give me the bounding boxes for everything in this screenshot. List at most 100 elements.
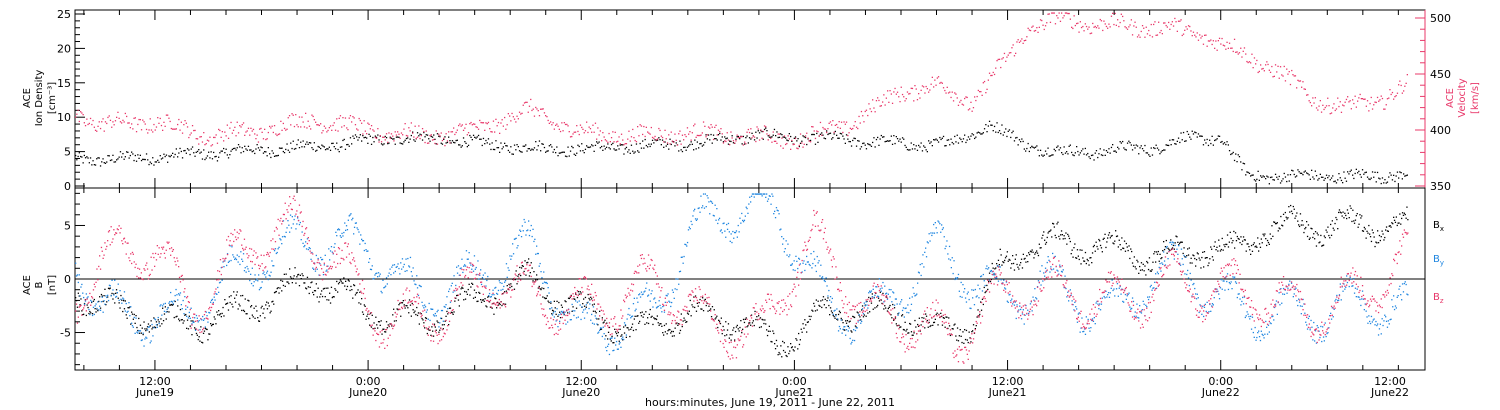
data-point <box>200 136 202 138</box>
data-point <box>1396 92 1399 94</box>
data-point <box>1068 12 1070 15</box>
data-point <box>229 127 231 129</box>
data-point <box>425 134 427 136</box>
data-point <box>430 135 432 138</box>
data-point <box>1182 33 1185 35</box>
data-point <box>1287 217 1289 219</box>
data-point <box>1037 149 1039 151</box>
data-point <box>1214 47 1216 49</box>
data-point <box>1006 300 1008 302</box>
data-point <box>1147 268 1150 271</box>
data-point <box>1072 154 1074 156</box>
data-point <box>266 138 268 140</box>
data-point <box>754 193 756 195</box>
data-point <box>287 281 289 283</box>
data-point <box>647 295 649 297</box>
data-point <box>383 143 385 145</box>
data-point <box>1270 238 1272 240</box>
data-point <box>454 142 456 144</box>
data-point <box>1109 237 1111 239</box>
data-point <box>83 296 85 299</box>
data-point <box>951 141 953 144</box>
data-point <box>146 337 148 339</box>
data-point <box>1314 231 1317 233</box>
data-point <box>991 262 993 265</box>
data-point <box>601 145 603 148</box>
data-point <box>492 148 495 151</box>
data-point <box>717 222 719 225</box>
data-point <box>223 140 225 142</box>
data-point <box>1195 36 1197 38</box>
data-point <box>990 269 992 272</box>
data-point <box>256 278 258 280</box>
data-point <box>725 140 727 143</box>
data-point <box>865 148 868 150</box>
data-point <box>798 144 800 147</box>
data-point <box>104 121 107 123</box>
data-point <box>520 113 522 115</box>
data-point <box>866 300 868 303</box>
data-point <box>1337 228 1339 230</box>
data-point <box>362 240 365 242</box>
data-point <box>1197 133 1200 135</box>
data-point <box>1327 177 1329 179</box>
data-point <box>1151 154 1154 156</box>
data-point <box>873 137 875 139</box>
data-point <box>752 135 754 137</box>
data-point <box>1144 36 1146 38</box>
data-point <box>1354 172 1356 175</box>
data-point <box>933 86 935 88</box>
data-point <box>531 148 533 150</box>
data-point <box>1221 37 1223 40</box>
data-point <box>1293 173 1295 176</box>
data-point <box>569 136 572 138</box>
data-point <box>352 217 354 219</box>
data-point <box>486 142 488 144</box>
data-point <box>684 134 686 136</box>
data-point <box>407 307 409 309</box>
data-point <box>436 133 439 135</box>
data-point <box>753 196 755 198</box>
data-point <box>1273 221 1275 223</box>
data-point <box>981 290 984 292</box>
data-point <box>618 136 620 138</box>
data-point <box>542 296 544 298</box>
data-point <box>192 320 194 322</box>
data-point <box>702 193 705 195</box>
data-point <box>840 317 842 320</box>
data-point <box>456 294 458 297</box>
data-point <box>856 327 858 329</box>
data-point <box>545 115 547 117</box>
data-point <box>204 158 206 161</box>
x-tick-label: 0:00 <box>356 375 381 388</box>
data-point <box>910 303 913 305</box>
data-point <box>474 268 476 270</box>
data-point <box>1066 243 1068 245</box>
data-point <box>711 142 713 144</box>
data-point <box>1303 231 1305 234</box>
data-point <box>515 237 517 239</box>
data-point <box>449 307 452 309</box>
data-point <box>840 319 842 321</box>
data-point <box>1083 260 1085 262</box>
data-point <box>88 122 90 125</box>
data-point <box>1391 179 1394 181</box>
data-point <box>611 337 613 339</box>
data-point <box>337 229 339 231</box>
data-point <box>512 116 514 118</box>
data-point <box>756 193 758 195</box>
data-point <box>1207 40 1210 42</box>
data-point <box>1000 254 1002 256</box>
data-point <box>524 221 526 223</box>
data-point <box>657 305 659 308</box>
data-point <box>726 329 729 331</box>
data-point <box>1284 176 1287 178</box>
data-point <box>794 269 796 272</box>
data-point <box>539 262 541 265</box>
data-point <box>1369 102 1371 105</box>
data-point <box>397 136 399 138</box>
data-point <box>107 299 110 302</box>
data-point <box>708 305 710 307</box>
data-point <box>346 127 348 129</box>
data-point <box>1379 178 1381 180</box>
